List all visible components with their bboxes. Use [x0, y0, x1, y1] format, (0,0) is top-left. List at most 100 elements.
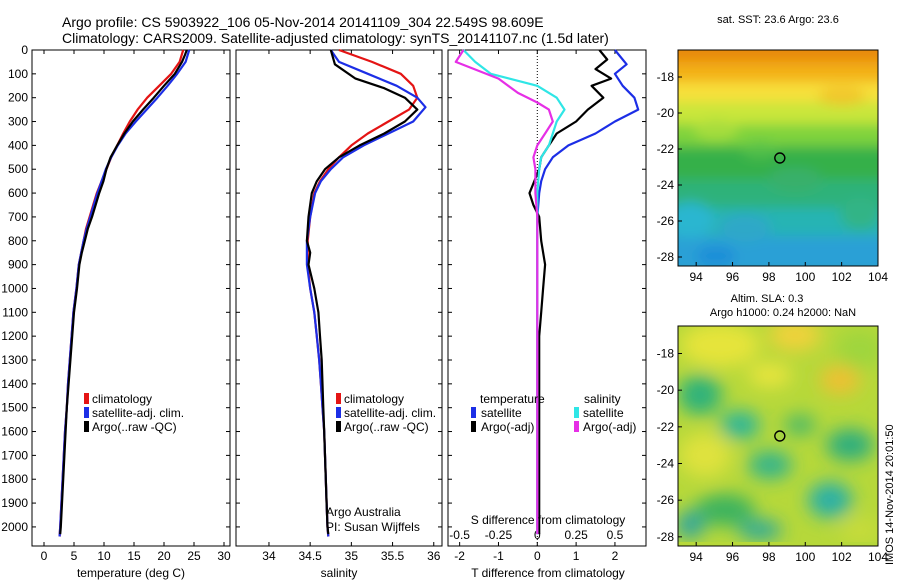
y-tick-label: 1200 [1, 329, 28, 343]
temperature-panel: 0100200300400500600700800900100011001200… [1, 43, 231, 580]
legend-swatch-s-satellite [574, 407, 579, 418]
legend-heading-salinity: salinity [584, 392, 621, 406]
depth-axis-ticks: 0 100 200 300 400 500 600 700 800 900 1000 1100 1200… [1, 43, 230, 534]
sla-map-frame [677, 325, 879, 547]
map-y-tick-label: -24 [657, 178, 675, 192]
map-y-tick-label: -22 [657, 420, 675, 434]
x-tick-label: -2 [454, 549, 465, 563]
legend-swatch-satellite [336, 407, 341, 418]
series-line-salinity-argo-adj- [454, 49, 554, 535]
y-tick-label: 1800 [1, 472, 28, 486]
difference-panel: -2 -1 0 1 2 -0.5 -0.25 0 0.25 0.5 S difference f… [447, 49, 647, 580]
argo-location-marker [774, 152, 786, 164]
legend-label-climatology: climatology [92, 392, 152, 406]
salinity-panel: 34 34.5 35 35.5 36 salinity climatology sate… [235, 48, 443, 580]
x-tick-label: 30 [217, 549, 231, 563]
x-tick-label: 1 [573, 549, 580, 563]
legend-swatch-argo [336, 421, 341, 432]
map-y-tick-label: -22 [657, 142, 675, 156]
sst-map-ticks: 94 96 98 100 102 104 -18 -20 -22 -24 -26 -28 [657, 70, 889, 284]
y-tick-label: 800 [8, 234, 28, 248]
x-tick-label: 0 [534, 549, 541, 563]
salinity-axis-ticks: 34 34.5 35 35.5 36 [236, 49, 442, 563]
map-x-tick-label: 94 [690, 550, 704, 564]
salinity-plot-area [235, 49, 443, 547]
argo-location-circle [774, 152, 786, 164]
y-tick-label: 100 [8, 67, 28, 81]
y-tick-label: 600 [8, 186, 28, 200]
salinity-profile-lines [305, 48, 427, 537]
t-difference-axis-label: T difference from climatology [471, 566, 625, 580]
map-y-tick-label: -26 [657, 493, 675, 507]
x-tick-label: 10 [97, 549, 111, 563]
credit-line-1: Argo Australia [326, 505, 401, 519]
legend-label-s-argo: Argo(-adj) [583, 420, 636, 434]
legend-swatch-satellite [84, 407, 89, 418]
y-tick-label: 300 [8, 115, 28, 129]
s-tick-label: 0.5 [607, 528, 624, 542]
x-tick-label: 35 [345, 549, 359, 563]
y-tick-label: 400 [8, 138, 28, 152]
sla-map-title-line-2: Argo h1000: 0.24 h2000: NaN [710, 307, 856, 319]
sst-map-frame [677, 49, 879, 267]
x-tick-label: -1 [493, 549, 504, 563]
salinity-axis-label: salinity [321, 566, 358, 580]
map-y-tick-label: -24 [657, 457, 675, 471]
sla-heatmap [678, 326, 878, 546]
x-tick-label: 25 [187, 549, 201, 563]
legend-swatch-s-argo [574, 421, 579, 432]
x-tick-label: 2 [612, 549, 619, 563]
sla-map-panel: Altim. SLA: 0.3 Argo h1000: 0.24 h2000: … [657, 293, 889, 564]
series-line-argo-raw-qc- [59, 49, 188, 535]
argo-location-circle [774, 430, 786, 442]
y-tick-label: 1300 [1, 353, 28, 367]
salinity-legend: climatology satellite-adj. clim. Argo(..… [336, 392, 436, 434]
legend-swatch-t-satellite [471, 407, 476, 418]
s-tick-label: -0.25 [485, 528, 513, 542]
map-x-tick-label: 100 [795, 550, 815, 564]
y-tick-label: 1900 [1, 496, 28, 510]
legend-swatch-t-argo [471, 421, 476, 432]
sst-heatmap [678, 50, 878, 266]
s-difference-axis-ticks: -0.5 -0.25 0 0.25 0.5 [449, 528, 623, 542]
map-y-tick-label: -20 [657, 106, 675, 120]
map-y-tick-label: -20 [657, 383, 675, 397]
x-tick-label: 34.5 [298, 549, 322, 563]
map-y-tick-label: -26 [657, 214, 675, 228]
x-tick-label: 34 [262, 549, 276, 563]
legend-swatch-argo [84, 421, 89, 432]
x-tick-label: 36 [427, 549, 441, 563]
map-x-tick-label: 98 [762, 270, 776, 284]
difference-profile-lines [454, 49, 640, 535]
s-tick-label: -0.5 [449, 528, 470, 542]
s-tick-label: 0.25 [564, 528, 588, 542]
argo-location-marker [774, 430, 786, 442]
difference-plot-area [447, 49, 647, 547]
y-tick-label: 1600 [1, 425, 28, 439]
legend-swatch-climatology [336, 393, 341, 404]
temperature-profile-lines [58, 49, 191, 537]
map-x-tick-label: 102 [832, 550, 852, 564]
y-tick-label: 900 [8, 258, 28, 272]
x-tick-label: 0 [41, 549, 48, 563]
legend-label-argo: Argo(..raw -QC) [92, 420, 177, 434]
map-y-tick-label: -28 [657, 530, 675, 544]
y-tick-label: 1100 [2, 305, 28, 319]
series-line-argo-raw-qc- [305, 49, 419, 535]
header-line-1: Argo profile: CS 5903922_106 05-Nov-2014… [62, 14, 544, 30]
legend-label-t-satellite: satellite [481, 406, 522, 420]
legend-label-satellite: satellite-adj. clim. [344, 406, 436, 420]
side-timestamp-label: IMOS 14-Nov-2014 20:01:50 [884, 424, 896, 565]
map-x-tick-label: 96 [726, 270, 740, 284]
map-y-tick-label: -28 [657, 250, 675, 264]
legend-heading-temperature: temperature [480, 392, 545, 406]
map-x-tick-label: 104 [868, 270, 888, 284]
y-tick-label: 1500 [1, 401, 28, 415]
sst-map-panel: sat. SST: 23.6 Argo: 23.6 [657, 14, 889, 284]
series-line-salinity-satellite [462, 49, 566, 535]
y-tick-label: 1400 [1, 377, 28, 391]
y-tick-label: 700 [8, 210, 28, 224]
map-x-tick-label: 104 [868, 550, 888, 564]
s-difference-axis-label: S difference from climatology [471, 513, 626, 527]
